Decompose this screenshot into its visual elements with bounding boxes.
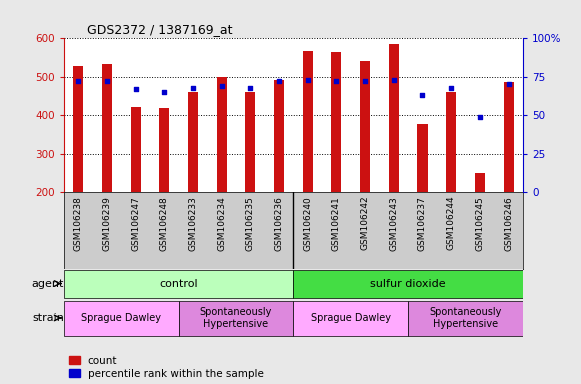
Bar — [293, 301, 408, 336]
Bar — [446, 92, 456, 192]
Bar — [408, 301, 523, 336]
Text: GSM106235: GSM106235 — [246, 196, 255, 251]
Point — [389, 77, 399, 83]
Point — [246, 84, 255, 91]
Text: GSM106241: GSM106241 — [332, 196, 341, 251]
Text: GSM106248: GSM106248 — [160, 196, 169, 251]
Bar — [475, 173, 485, 192]
Bar — [188, 92, 198, 192]
Text: Spontaneously
Hypertensive: Spontaneously Hypertensive — [429, 307, 502, 329]
Bar — [274, 80, 284, 192]
Point — [303, 77, 313, 83]
Text: GSM106233: GSM106233 — [188, 196, 198, 251]
Bar — [159, 108, 169, 192]
Bar — [360, 61, 370, 192]
Text: GSM106243: GSM106243 — [389, 196, 399, 251]
Text: GDS2372 / 1387169_at: GDS2372 / 1387169_at — [87, 23, 232, 36]
Text: GSM106240: GSM106240 — [303, 196, 312, 251]
Point — [131, 86, 140, 92]
Bar — [73, 66, 83, 192]
Text: GSM106234: GSM106234 — [217, 196, 226, 251]
Text: GSM106246: GSM106246 — [504, 196, 513, 251]
Point — [332, 78, 341, 84]
Text: GSM106247: GSM106247 — [131, 196, 140, 251]
Bar — [179, 301, 293, 336]
Text: GSM106238: GSM106238 — [74, 196, 83, 251]
Text: Sprague Dawley: Sprague Dawley — [81, 313, 162, 323]
Point — [360, 78, 370, 84]
Text: sulfur dioxide: sulfur dioxide — [370, 278, 446, 288]
Text: Spontaneously
Hypertensive: Spontaneously Hypertensive — [200, 307, 272, 329]
Legend: count, percentile rank within the sample: count, percentile rank within the sample — [69, 356, 264, 379]
Bar — [64, 270, 293, 298]
Bar — [217, 77, 227, 192]
Point — [160, 89, 169, 95]
Bar — [102, 64, 112, 192]
Text: GSM106244: GSM106244 — [447, 196, 456, 250]
Point — [188, 84, 198, 91]
Bar — [131, 107, 141, 192]
Point — [274, 78, 284, 84]
Bar — [64, 301, 179, 336]
Text: agent: agent — [32, 278, 64, 288]
Text: GSM106239: GSM106239 — [102, 196, 112, 251]
Point — [74, 78, 83, 84]
Point — [418, 92, 427, 98]
Text: GSM106237: GSM106237 — [418, 196, 427, 251]
Text: GSM106242: GSM106242 — [361, 196, 370, 250]
Point — [504, 81, 513, 88]
Bar — [245, 92, 256, 192]
Bar — [389, 44, 399, 192]
Text: GSM106245: GSM106245 — [475, 196, 485, 251]
Point — [475, 114, 485, 120]
Point — [102, 78, 112, 84]
Bar — [504, 82, 514, 192]
Text: GSM106236: GSM106236 — [275, 196, 284, 251]
Bar — [293, 270, 523, 298]
Bar — [303, 51, 313, 192]
Text: Sprague Dawley: Sprague Dawley — [311, 313, 391, 323]
Text: control: control — [159, 278, 198, 288]
Bar — [331, 52, 342, 192]
Text: strain: strain — [33, 313, 64, 323]
Point — [447, 84, 456, 91]
Point — [217, 83, 227, 89]
Bar — [418, 124, 428, 192]
